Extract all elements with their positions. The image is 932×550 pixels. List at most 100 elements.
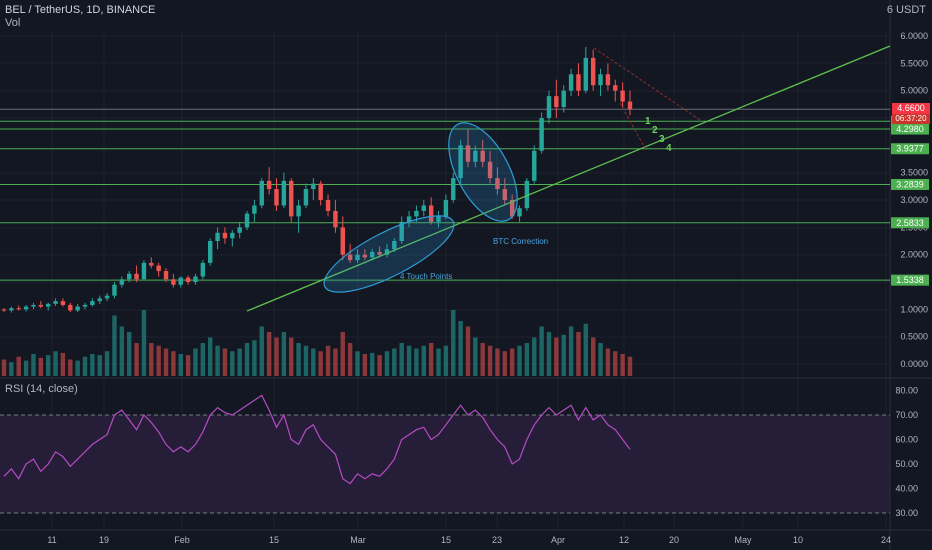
candle-body — [178, 277, 183, 285]
candle-body — [480, 150, 485, 162]
volume-bar — [104, 351, 110, 376]
volume-bar — [171, 351, 176, 376]
volume-bar — [31, 354, 36, 376]
candle-body — [266, 180, 272, 190]
price-unit: 6 USDT — [886, 4, 926, 16]
volume-bar — [244, 343, 250, 376]
candle-body — [370, 251, 375, 258]
candle-body — [613, 85, 618, 91]
volume-bar — [38, 357, 44, 376]
candle-body — [156, 265, 161, 272]
candle-body — [23, 306, 29, 310]
volume-bar — [193, 348, 198, 376]
touch-points-ellipse — [323, 215, 455, 293]
volume-bar — [185, 355, 191, 376]
price-tick-label: 5.5000 — [900, 58, 928, 68]
candle-body — [377, 251, 382, 255]
candle-body — [60, 301, 66, 305]
volume-bar — [465, 326, 471, 376]
candle-body — [590, 57, 596, 86]
time-tick-label: 11 — [47, 535, 56, 545]
price-tick-label: 5.0000 — [900, 86, 928, 96]
candle-body — [90, 301, 95, 305]
volume-bar — [613, 351, 618, 376]
candle-body — [53, 301, 58, 304]
candle-body — [605, 74, 611, 86]
candle-body — [311, 183, 316, 190]
candle-body — [237, 227, 242, 233]
candle-body — [171, 279, 176, 285]
volume-bar — [16, 356, 21, 376]
candle-body — [303, 189, 309, 206]
candle-body — [340, 227, 345, 255]
volume-bar — [605, 348, 611, 376]
rsi-tick-label: 70.00 — [895, 410, 918, 420]
volume-legend[interactable]: Vol — [5, 17, 21, 29]
candle-body — [97, 298, 102, 302]
volume-bar — [112, 315, 117, 376]
volume-bar — [156, 345, 161, 376]
time-tick-label: Apr — [551, 535, 565, 545]
volume-bar — [583, 323, 589, 376]
time-tick-label: Feb — [174, 535, 190, 545]
volume-bar — [163, 348, 169, 376]
rsi-legend[interactable]: RSI (14, close) — [5, 383, 78, 395]
volume-bar — [266, 332, 272, 376]
candle-body — [399, 221, 404, 241]
wave-count-label: 2 — [652, 125, 658, 136]
volume-bar — [590, 337, 596, 376]
volume-bar — [230, 351, 235, 376]
volume-bar — [502, 351, 508, 376]
rsi-tick-label: 30.00 — [895, 508, 918, 518]
candle-body — [126, 273, 132, 280]
candle-body — [193, 276, 198, 282]
candle-body — [208, 241, 213, 263]
volume-bar — [90, 354, 95, 376]
wave-count-label: 3 — [659, 134, 665, 145]
volume-bar — [561, 334, 566, 376]
volume-bar — [509, 348, 515, 376]
candle-body — [333, 210, 338, 228]
volume-bar — [222, 348, 228, 376]
volume-bar — [141, 310, 147, 376]
volume-bar — [436, 348, 441, 376]
rsi-tick-label: 80.00 — [895, 386, 918, 396]
time-tick-label: 15 — [269, 535, 279, 545]
volume-bar — [215, 345, 220, 376]
symbol-title[interactable]: BEL / TetherUS, 1D, BINANCE — [5, 4, 156, 16]
candle-body — [16, 308, 21, 310]
level-tag-bg — [891, 274, 929, 286]
volume-bar — [347, 343, 353, 376]
volume-bar — [495, 348, 500, 376]
candle-body — [532, 150, 537, 181]
candle-body — [627, 101, 633, 110]
candle-body — [502, 189, 508, 200]
candle-body — [384, 249, 390, 255]
candle-body — [215, 232, 220, 241]
candle-body — [347, 254, 353, 261]
candle-body — [259, 180, 264, 206]
volume-bar — [75, 360, 80, 376]
time-tick-label: 20 — [669, 535, 679, 545]
volume-bar — [532, 337, 537, 376]
candle-body — [458, 145, 463, 179]
level-tag-bg — [891, 178, 929, 190]
candle-body — [200, 262, 206, 277]
candle-body — [281, 180, 287, 206]
candle-body — [428, 205, 434, 222]
time-tick-label: Mar — [350, 535, 366, 545]
level-tag: 1.5338 — [896, 275, 924, 285]
candle-body — [414, 210, 419, 217]
volume-bar — [208, 337, 213, 376]
last-price-tag: 4.6600 — [892, 103, 930, 114]
time-tick-label: 15 — [441, 535, 451, 545]
candle-body — [583, 57, 589, 91]
price-tick-label: 6.0000 — [900, 31, 928, 41]
candle-body — [31, 304, 36, 307]
candle-body — [392, 241, 397, 250]
volume-bar — [45, 355, 51, 376]
candle-body — [487, 161, 493, 179]
candle-body — [421, 205, 426, 211]
volume-bar — [281, 332, 287, 376]
level-tag-bg — [891, 217, 929, 229]
